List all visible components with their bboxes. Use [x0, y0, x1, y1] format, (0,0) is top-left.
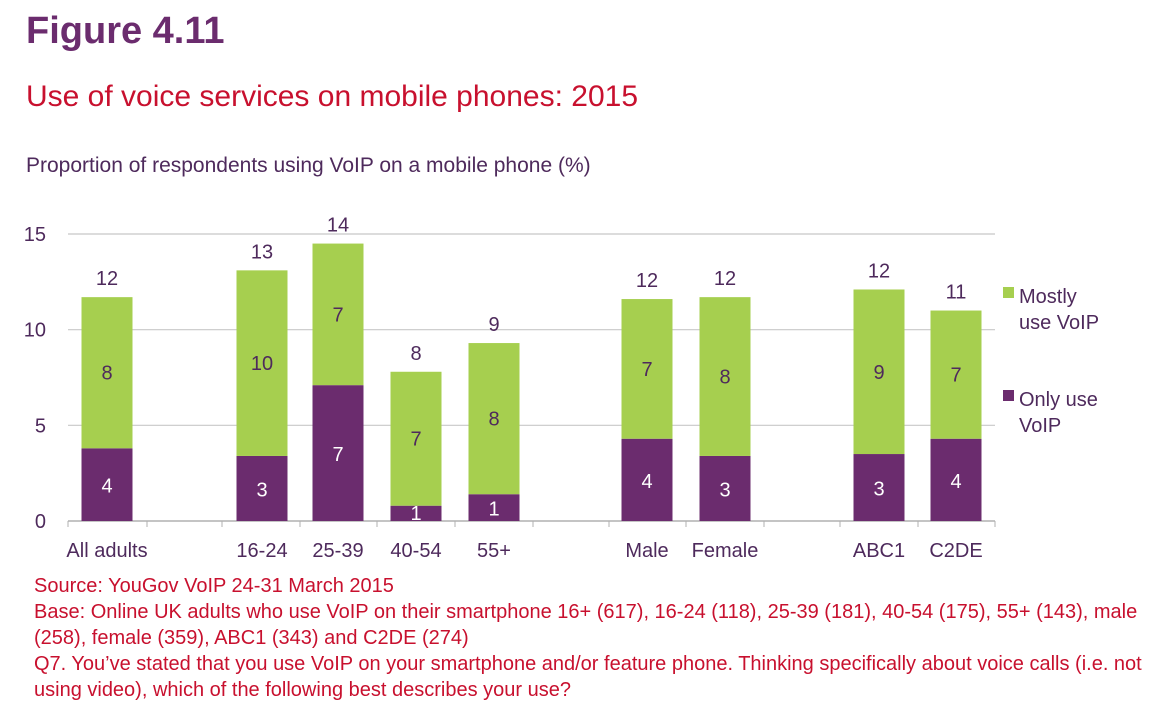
data-label-mostly: 8 [719, 367, 730, 389]
bar-only-use-voip [390, 505, 442, 521]
base-note: Base: Online UK adults who use VoIP on t… [34, 601, 1138, 649]
y-tick-label: 15 [24, 224, 46, 246]
legend-mostly-use-voip: Mostly use VoIP [1003, 286, 1099, 334]
x-category-label: ABC1 [853, 540, 905, 562]
legend-label: Mostly [1019, 286, 1077, 308]
legend-label: use VoIP [1019, 312, 1099, 334]
y-tick-label: 0 [35, 511, 46, 533]
data-label-total: 11 [946, 282, 967, 304]
data-label-mostly: 10 [251, 353, 273, 375]
y-tick-label: 10 [24, 320, 46, 342]
y-tick-label: 5 [35, 415, 46, 437]
bar-only-use-voip [468, 494, 520, 521]
legend-label: VoIP [1019, 415, 1061, 437]
bar-mostly-use-voip [236, 270, 288, 456]
bar-mostly-use-voip [390, 371, 442, 506]
bars [81, 243, 982, 521]
x-category-label: 55+ [477, 540, 511, 562]
bar-mostly-use-voip [81, 297, 133, 449]
data-label-total: 14 [327, 215, 349, 237]
bar-mostly-use-voip [468, 343, 520, 495]
data-label-total: 12 [868, 260, 890, 282]
figure-label: Figure 4.11 [26, 10, 225, 52]
data-label-only: 3 [873, 479, 884, 501]
x-category-label: Female [692, 540, 759, 562]
chart-title: Use of voice services on mobile phones: … [26, 80, 639, 113]
data-label-total: 12 [636, 270, 658, 292]
data-label-mostly: 8 [101, 363, 112, 385]
bar-mostly-use-voip [699, 297, 751, 456]
bar-only-use-voip [699, 455, 751, 521]
data-label-mostly: 9 [873, 362, 884, 384]
bar-only-use-voip [312, 385, 364, 521]
data-label-only: 4 [101, 476, 112, 498]
bar-mostly-use-voip [312, 243, 364, 386]
data-label-only: 1 [410, 503, 421, 525]
question-note: Q7. You’ve stated that you use VoIP on y… [34, 653, 1142, 701]
bar-mostly-use-voip [930, 310, 982, 439]
data-label-only: 7 [332, 444, 343, 466]
bar-only-use-voip [81, 448, 133, 521]
data-label-mostly: 7 [641, 359, 652, 381]
chart-notes: Source: YouGov VoIP 24-31 March 2015 Bas… [34, 573, 1144, 703]
legend-swatch [1003, 390, 1014, 401]
x-category-label: 40-54 [390, 540, 441, 562]
source-note: Source: YouGov VoIP 24-31 March 2015 [34, 575, 394, 597]
gridlines: 0 5 10 15 [24, 224, 996, 533]
data-label-total: 13 [251, 241, 273, 263]
bar-only-use-voip [853, 454, 905, 521]
data-label-mostly: 7 [332, 304, 343, 326]
data-label-total: 8 [410, 343, 421, 365]
legend-label: Only use [1019, 389, 1098, 411]
data-label-total: 12 [714, 268, 736, 290]
x-category-label: C2DE [929, 540, 982, 562]
data-label-only: 4 [950, 471, 961, 493]
bar-only-use-voip [236, 455, 288, 521]
data-label-mostly: 7 [950, 365, 961, 387]
legend-only-use-voip: Only use VoIP [1003, 389, 1098, 437]
data-label-only: 4 [641, 471, 652, 493]
x-category-label: All adults [66, 540, 147, 562]
chart-subtitle: Proportion of respondents using VoIP on … [26, 154, 591, 177]
data-label-mostly: 7 [410, 429, 421, 451]
bar-mostly-use-voip [853, 289, 905, 455]
bar-only-use-voip [621, 438, 673, 521]
x-category-label: 16-24 [236, 540, 287, 562]
data-label-only: 1 [488, 499, 499, 521]
x-category-label: 25-39 [312, 540, 363, 562]
data-label-only: 3 [719, 479, 730, 501]
x-category-label: Male [625, 540, 668, 562]
bar-mostly-use-voip [621, 299, 673, 439]
legend-swatch [1003, 287, 1014, 298]
data-label-total: 12 [96, 268, 118, 290]
data-label-mostly: 8 [488, 409, 499, 431]
data-label-only: 3 [256, 479, 267, 501]
bar-only-use-voip [930, 438, 982, 521]
legend: Mostly use VoIP Only use VoIP [1003, 286, 1099, 437]
data-label-total: 9 [488, 314, 499, 336]
